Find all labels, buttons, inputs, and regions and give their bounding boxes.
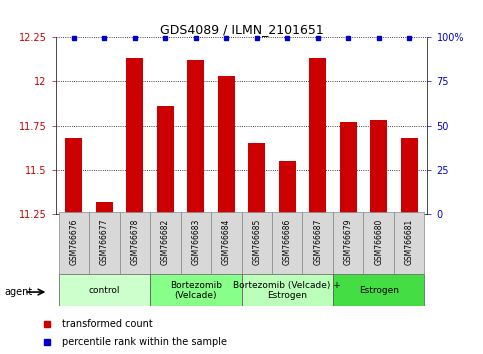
Text: GSM766686: GSM766686 xyxy=(283,219,292,266)
Text: GSM766684: GSM766684 xyxy=(222,219,231,266)
Bar xyxy=(242,274,333,306)
Text: percentile rank within the sample: percentile rank within the sample xyxy=(62,337,227,347)
Bar xyxy=(96,202,113,214)
Bar xyxy=(248,143,265,214)
Text: GSM766681: GSM766681 xyxy=(405,219,413,265)
Bar xyxy=(363,212,394,274)
Bar xyxy=(401,138,417,214)
Bar xyxy=(302,212,333,274)
Bar xyxy=(394,212,425,274)
Bar xyxy=(340,122,356,214)
Text: GSM766676: GSM766676 xyxy=(70,219,78,266)
Text: Bortezomib (Velcade) +
Estrogen: Bortezomib (Velcade) + Estrogen xyxy=(233,281,341,300)
Bar xyxy=(127,58,143,214)
Text: GSM766683: GSM766683 xyxy=(191,219,200,266)
Text: control: control xyxy=(88,286,120,295)
Text: GSM766679: GSM766679 xyxy=(344,219,353,266)
Bar xyxy=(66,138,82,214)
Text: GSM766678: GSM766678 xyxy=(130,219,139,266)
Bar xyxy=(333,274,425,306)
Bar xyxy=(89,212,120,274)
Bar xyxy=(211,212,242,274)
Bar xyxy=(333,212,363,274)
Text: Bortezomib
(Velcade): Bortezomib (Velcade) xyxy=(170,281,222,300)
Bar xyxy=(150,274,242,306)
Bar xyxy=(218,76,235,214)
Bar xyxy=(279,161,296,214)
Title: GDS4089 / ILMN_2101651: GDS4089 / ILMN_2101651 xyxy=(159,23,324,36)
Bar xyxy=(150,212,181,274)
Bar xyxy=(272,212,302,274)
Text: GSM766687: GSM766687 xyxy=(313,219,322,266)
Bar xyxy=(309,58,326,214)
Text: Estrogen: Estrogen xyxy=(359,286,398,295)
Bar xyxy=(181,212,211,274)
Text: transformed count: transformed count xyxy=(62,319,153,329)
Bar xyxy=(58,274,150,306)
Bar xyxy=(187,60,204,214)
Bar xyxy=(58,212,89,274)
Text: GSM766685: GSM766685 xyxy=(252,219,261,266)
Bar xyxy=(157,106,174,214)
Text: GSM766680: GSM766680 xyxy=(374,219,383,266)
Text: GSM766677: GSM766677 xyxy=(100,219,109,266)
Bar xyxy=(370,120,387,214)
Bar xyxy=(120,212,150,274)
Bar xyxy=(242,212,272,274)
Text: GSM766682: GSM766682 xyxy=(161,219,170,265)
Text: agent: agent xyxy=(5,287,33,297)
